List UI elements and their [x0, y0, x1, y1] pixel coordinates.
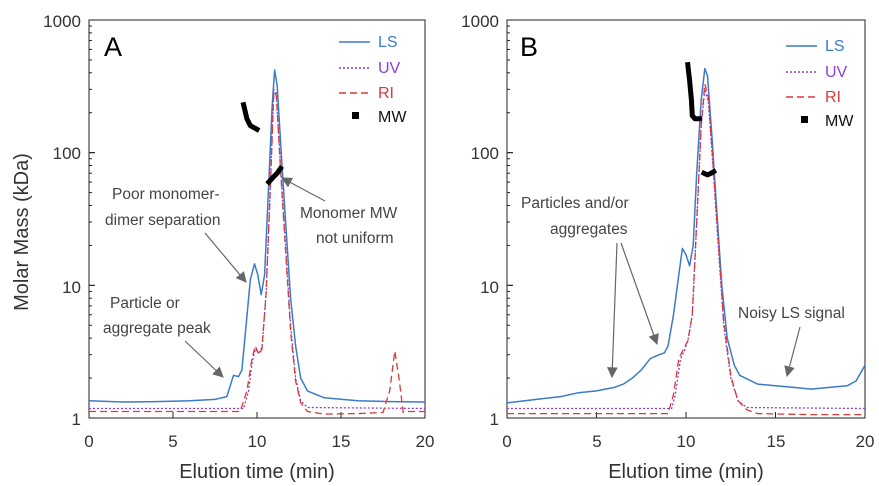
- series-mw-segment: [265, 165, 284, 186]
- legend: LS UV RI MW: [339, 34, 407, 126]
- annotation-arrow: [184, 340, 224, 378]
- legend-label-uv: UV: [825, 64, 848, 81]
- legend-label-ls: LS: [378, 34, 398, 51]
- chart-panel-b: Elution time (min) B 0 5 10 15 20 1 10 1…: [461, 12, 874, 483]
- y-axis-label: Molar Mass (kDa): [11, 153, 33, 311]
- panel-label: A: [104, 32, 122, 62]
- annotation-arrow: [784, 326, 801, 378]
- y-axis-title: Molar Mass (kDa): [11, 153, 33, 311]
- series-ri-line: [89, 90, 425, 415]
- legend-label-uv: UV: [378, 60, 401, 77]
- annotation-monomer-dimer: Poor monomer- dimer separation: [105, 186, 247, 283]
- y-tick-label: 100: [471, 144, 499, 163]
- series-uv-line: [507, 88, 866, 410]
- series-mw-segment: [240, 101, 261, 133]
- annotation-arrow: [620, 242, 659, 346]
- x-tick-label: 20: [416, 432, 435, 451]
- y-tick-label: 10: [62, 278, 81, 297]
- annotation-text: not uniform: [316, 230, 394, 247]
- x-tick-label: 5: [592, 432, 601, 451]
- series-ls-line: [88, 69, 426, 403]
- legend-label-ri: RI: [825, 89, 841, 106]
- annotation-noisy-ls: Noisy LS signal: [738, 305, 845, 378]
- plot-area: [88, 19, 426, 419]
- series-mw-segment: [700, 168, 718, 178]
- legend-label-ri: RI: [378, 85, 394, 102]
- annotation-arrow: [204, 232, 247, 283]
- x-tick-label: 10: [677, 432, 696, 451]
- y-tick-labels: 1 10 100 1000: [461, 12, 499, 429]
- annotation-text: Particles and/or: [521, 195, 629, 212]
- plot-area: [506, 19, 866, 419]
- annotation-text: aggregate peak: [103, 320, 211, 337]
- chart-panel-a: Molar Mass (kDa) Elution time (min) A 0 …: [11, 12, 434, 483]
- x-tick-labels: 0 5 10 15 20: [502, 432, 874, 451]
- annotation-particle-peak: Particle or aggregate peak: [103, 295, 224, 378]
- legend-swatch-mw: [801, 116, 808, 123]
- y-tick-label: 10: [480, 278, 499, 297]
- annotation-text: Monomer MW: [300, 205, 398, 222]
- annotation-monomer-mw: Monomer MW not uniform: [281, 177, 398, 247]
- y-tick-label: 1000: [461, 12, 499, 31]
- annotation-arrow: [281, 177, 326, 202]
- legend-label-mw: MW: [825, 113, 854, 130]
- series-uv-line: [89, 88, 426, 410]
- x-tick-label: 15: [332, 432, 351, 451]
- y-tick-label: 100: [53, 144, 81, 163]
- x-axis-label: Elution time (min): [608, 461, 764, 483]
- x-tick-labels: 0 5 10 15 20: [84, 432, 434, 451]
- legend-label-ls: LS: [825, 38, 845, 55]
- y-tick-labels: 1 10 100 1000: [43, 12, 81, 429]
- annotation-text: Particle or: [110, 295, 180, 312]
- y-tick-label: 1: [72, 410, 81, 429]
- annotation-text: Noisy LS signal: [738, 305, 845, 322]
- series-mw-segment: [685, 61, 702, 122]
- annotation-text: Poor monomer-: [112, 186, 220, 203]
- annotation-text: aggregates: [550, 221, 628, 238]
- legend: LS UV RI MW: [786, 38, 854, 130]
- x-tick-label: 5: [168, 432, 177, 451]
- panel-label: B: [520, 32, 538, 62]
- axes-frame: [506, 19, 866, 419]
- legend-swatch-mw: [352, 112, 359, 119]
- x-tick-label: 20: [856, 432, 875, 451]
- y-tick-label: 1: [490, 410, 499, 429]
- x-axis-label: Elution time (min): [179, 461, 335, 483]
- x-tick-label: 0: [502, 432, 511, 451]
- series-ls-line: [506, 67, 866, 404]
- series-ri-line: [507, 83, 865, 416]
- annotation-particles-aggregates: Particles and/or aggregates: [521, 195, 659, 379]
- x-tick-label: 10: [248, 432, 267, 451]
- annotation-arrow: [606, 242, 618, 379]
- legend-label-mw: MW: [378, 109, 407, 126]
- annotation-text: dimer separation: [105, 212, 220, 229]
- x-tick-label: 0: [84, 432, 93, 451]
- x-tick-label: 15: [767, 432, 786, 451]
- y-tick-label: 1000: [43, 12, 81, 31]
